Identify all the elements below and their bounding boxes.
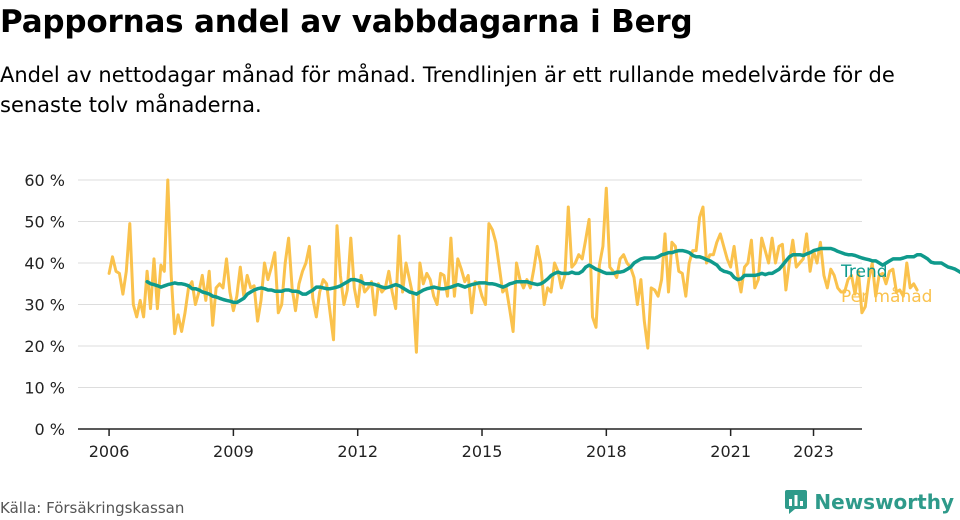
x-tick-label: 2012 [337, 442, 378, 461]
series-line-trend [145, 246, 960, 305]
legend-label-trend: Trend [840, 262, 888, 282]
x-tick-label: 2021 [710, 442, 751, 461]
y-tick-label: 30 % [24, 296, 65, 315]
x-axis-ticks: 2006 2009 2012 2015 2018 2021 2023 [78, 428, 862, 461]
x-tick-label: 2006 [89, 442, 130, 461]
legend: Trend Per månad [840, 262, 932, 307]
x-tick-label: 2009 [213, 442, 254, 461]
series-line-monthly [107, 178, 919, 354]
x-tick-label: 2015 [462, 442, 503, 461]
y-tick-label: 20 % [24, 337, 65, 356]
chart-title: Pappornas andel av vabbdagarna i Berg [0, 4, 693, 40]
x-tick-label: 2018 [586, 442, 627, 461]
y-tick-label: 0 % [35, 420, 65, 439]
chart-subtitle: Andel av nettodagar månad för månad. Tre… [0, 63, 895, 117]
source-note: Källa: Försäkringskassan [0, 499, 185, 517]
y-tick-label: 40 % [24, 254, 65, 273]
y-tick-label: 50 % [24, 213, 65, 232]
y-axis-ticks: 0 % 10 % 20 % 30 % 40 % 50 % 60 % [24, 171, 65, 439]
legend-label-monthly: Per månad [841, 286, 932, 307]
brand-mark[interactable]: Newsworthy [784, 488, 954, 516]
x-tick-label: 2023 [793, 442, 834, 461]
brand-name: Newsworthy [814, 490, 954, 514]
y-tick-label: 10 % [24, 379, 65, 398]
series [107, 178, 960, 354]
newsworthy-logo-icon [785, 490, 808, 514]
y-tick-label: 60 % [24, 171, 65, 190]
